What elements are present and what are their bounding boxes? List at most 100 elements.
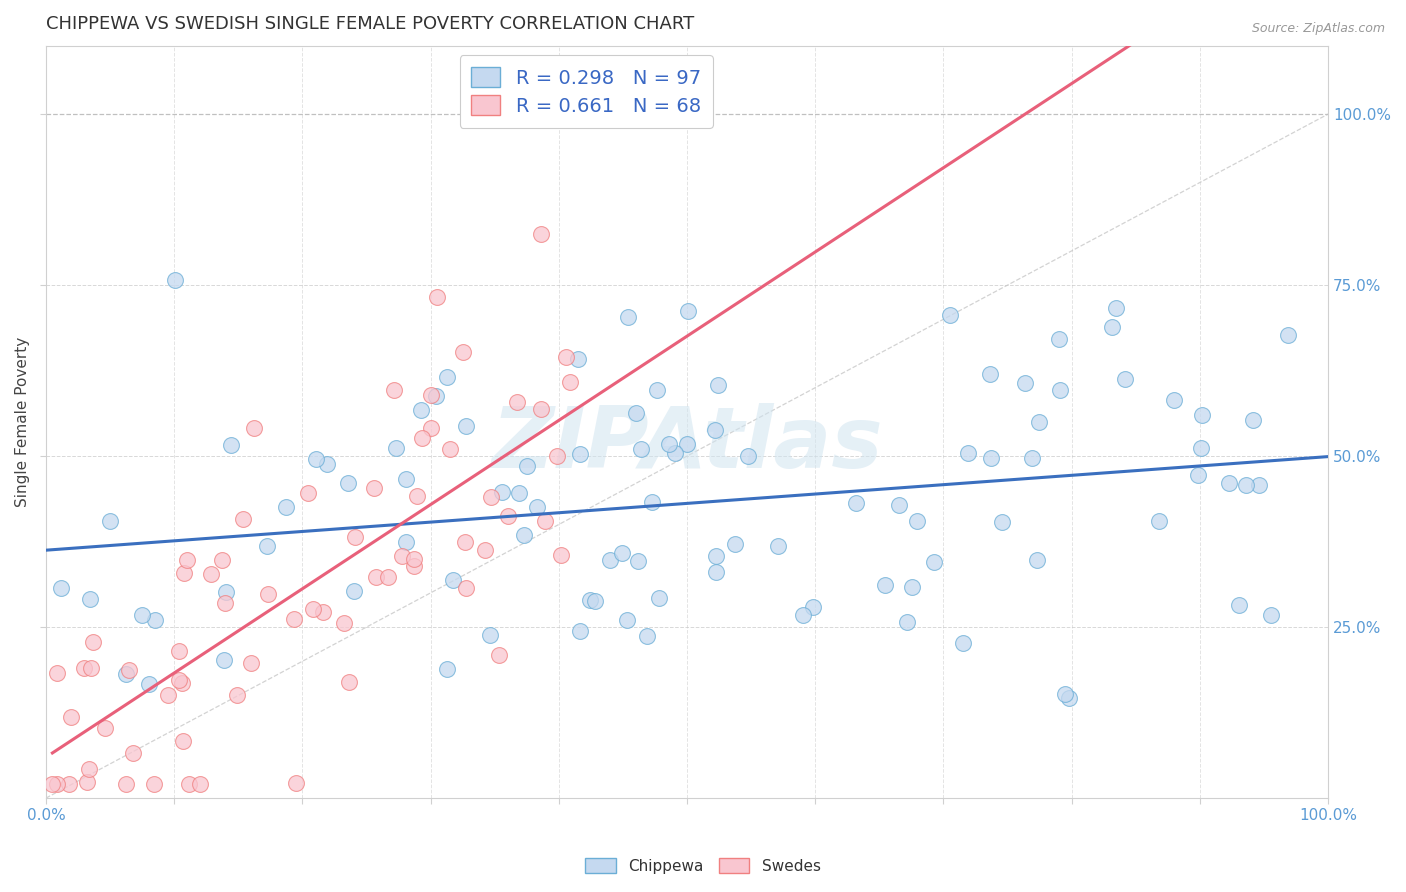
- Point: [77, 762, 100, 776]
- Point: [131, 607, 153, 622]
- Point: [256, 540, 278, 554]
- Point: [1189, 442, 1212, 456]
- Point: [530, 227, 553, 241]
- Point: [526, 500, 548, 514]
- Point: [630, 442, 652, 456]
- Legend: R = 0.298   N = 97, R = 0.661   N = 68: R = 0.298 N = 97, R = 0.661 N = 68: [460, 55, 713, 128]
- Point: [226, 688, 249, 702]
- Point: [425, 389, 447, 403]
- Point: [167, 673, 190, 688]
- Point: [382, 383, 405, 397]
- Point: [956, 446, 979, 460]
- Point: [172, 734, 194, 748]
- Point: [952, 636, 974, 650]
- Point: [599, 553, 621, 567]
- Point: [441, 574, 464, 588]
- Point: [305, 451, 328, 466]
- Point: [312, 605, 335, 619]
- Point: [98, 514, 121, 528]
- Point: [385, 441, 408, 455]
- Point: [616, 613, 638, 627]
- Point: [583, 594, 606, 608]
- Point: [1021, 450, 1043, 465]
- Point: [664, 446, 686, 460]
- Point: [645, 383, 668, 397]
- Point: [297, 486, 319, 500]
- Point: [118, 663, 141, 677]
- Point: [366, 570, 388, 584]
- Point: [302, 602, 325, 616]
- Point: [578, 592, 600, 607]
- Point: [420, 388, 443, 402]
- Point: [1147, 514, 1170, 528]
- Point: [905, 514, 928, 528]
- Point: [990, 515, 1012, 529]
- Point: [163, 273, 186, 287]
- Point: [138, 677, 160, 691]
- Point: [889, 499, 911, 513]
- Point: [1101, 320, 1123, 334]
- Point: [239, 656, 262, 670]
- Point: [337, 674, 360, 689]
- Point: [1234, 477, 1257, 491]
- Point: [498, 508, 520, 523]
- Point: [426, 290, 449, 304]
- Point: [343, 584, 366, 599]
- Point: [1218, 476, 1240, 491]
- Point: [82, 634, 104, 648]
- Text: ZIPAtlas: ZIPAtlas: [491, 403, 883, 486]
- Point: [49, 581, 72, 595]
- Point: [803, 599, 825, 614]
- Point: [1014, 376, 1036, 391]
- Point: [1105, 301, 1128, 315]
- Point: [474, 543, 496, 558]
- Point: [678, 304, 700, 318]
- Point: [626, 554, 648, 568]
- Point: [569, 624, 592, 639]
- Point: [420, 421, 443, 435]
- Point: [706, 566, 728, 580]
- Point: [456, 581, 478, 595]
- Point: [188, 777, 211, 791]
- Point: [873, 578, 896, 592]
- Point: [214, 596, 236, 610]
- Point: [173, 566, 195, 580]
- Point: [76, 775, 98, 789]
- Point: [792, 608, 814, 623]
- Point: [219, 438, 242, 452]
- Point: [641, 495, 664, 509]
- Point: [610, 546, 633, 560]
- Point: [454, 535, 477, 549]
- Point: [404, 559, 426, 574]
- Point: [58, 777, 80, 791]
- Point: [617, 310, 640, 325]
- Point: [283, 612, 305, 626]
- Point: [704, 549, 727, 564]
- Point: [333, 616, 356, 631]
- Point: [395, 472, 418, 486]
- Point: [479, 628, 502, 642]
- Point: [939, 308, 962, 322]
- Point: [143, 613, 166, 627]
- Point: [176, 553, 198, 567]
- Point: [706, 378, 728, 392]
- Point: [80, 660, 103, 674]
- Text: CHIPPEWA VS SWEDISH SINGLE FEMALE POVERTY CORRELATION CHART: CHIPPEWA VS SWEDISH SINGLE FEMALE POVERT…: [46, 15, 695, 33]
- Point: [391, 549, 413, 563]
- Point: [513, 527, 536, 541]
- Point: [122, 746, 145, 760]
- Point: [200, 566, 222, 581]
- Point: [1049, 384, 1071, 398]
- Point: [1053, 687, 1076, 701]
- Point: [1049, 332, 1071, 346]
- Point: [1191, 408, 1213, 422]
- Point: [344, 530, 367, 544]
- Point: [79, 592, 101, 607]
- Point: [624, 406, 647, 420]
- Point: [508, 486, 530, 500]
- Point: [60, 710, 83, 724]
- Point: [274, 500, 297, 514]
- Point: [46, 777, 69, 791]
- Point: [737, 449, 759, 463]
- Point: [979, 367, 1001, 381]
